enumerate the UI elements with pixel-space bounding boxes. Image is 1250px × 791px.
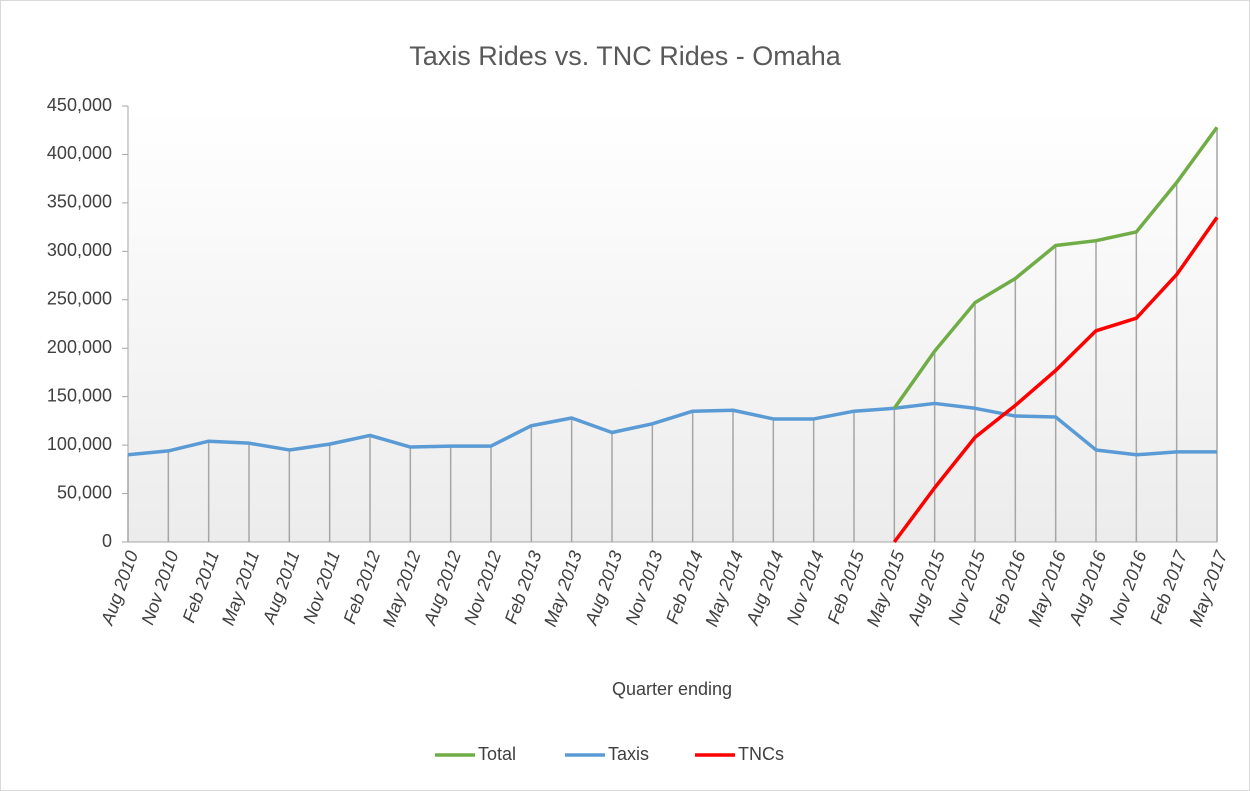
y-tick-label: 0 — [102, 531, 112, 551]
y-tick-label: 350,000 — [47, 192, 112, 212]
y-tick-label: 400,000 — [47, 143, 112, 163]
line-series — [127, 401, 1217, 457]
plot-area — [128, 106, 1217, 542]
y-tick-label: 450,000 — [47, 95, 112, 115]
line-series — [892, 216, 1219, 544]
y-tick-label: 100,000 — [47, 434, 112, 454]
legend-label: Total — [478, 744, 516, 764]
y-tick-label: 200,000 — [47, 337, 112, 357]
legend-label: TNCs — [738, 744, 784, 764]
y-tick-label: 300,000 — [47, 240, 112, 260]
y-tick-label: 50,000 — [57, 482, 112, 502]
line-series — [892, 126, 1219, 410]
x-axis-title: Quarter ending — [612, 679, 732, 699]
y-tick-label: 250,000 — [47, 289, 112, 309]
legend-label: Taxis — [608, 744, 649, 764]
y-tick-label: 150,000 — [47, 385, 112, 405]
chart-title: Taxis Rides vs. TNC Rides - Omaha — [409, 41, 842, 71]
